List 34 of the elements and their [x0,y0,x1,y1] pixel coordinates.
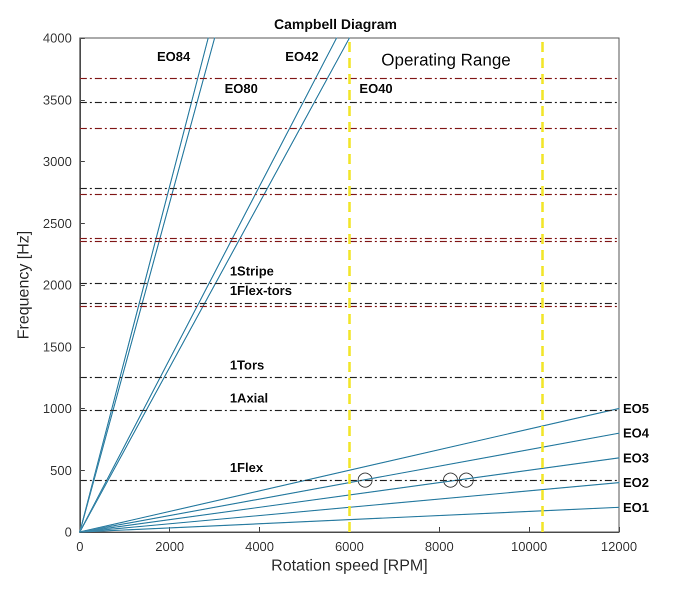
series-label: EO84 [156,49,191,64]
ref-line-label: 1Flex-tors [230,283,292,298]
y-tick-label: 500 [50,462,72,478]
y-tick-label: 0 [64,524,72,540]
ref-line-label: 1Tors [230,358,264,373]
x-tick-label: 4000 [245,539,274,554]
series-label: EO2 [623,475,650,490]
y-tick-label: 4000 [42,30,72,46]
y-tick-label: 2500 [42,216,72,231]
chart-title: Campbell Diagram [274,16,397,32]
annotation: Operating Range [381,50,511,70]
y-tick-label: 1500 [42,339,72,354]
y-tick-label: 2000 [42,278,72,292]
x-tick-label: 0 [76,539,84,554]
y-axis-title: Frequency [Hz] [16,230,32,340]
x-tick-label: 12000 [600,539,638,554]
x-tick-label: 10000 [511,539,548,554]
series-label: EO42 [285,49,319,64]
x-tick-label: 8000 [424,539,454,554]
series-label: EO1 [623,500,650,515]
y-tick-label: 3000 [42,154,72,169]
text: EO40 [359,81,393,96]
ref-line-label: 1Axial [230,390,268,406]
ref-line-label: 1Flex [230,460,264,476]
x-tick-label: 6000 [334,539,364,554]
y-tick-label: 3500 [42,92,72,108]
x-tick-label: 2000 [155,539,184,554]
series-label: EO5 [623,401,650,416]
series-label: EO4 [623,426,650,441]
x-axis-title: Rotation speed [RPM] [271,557,428,574]
series-label: EO3 [623,450,650,466]
y-tick-label: 1000 [42,401,72,416]
ref-line-label: 1Stripe [230,264,274,279]
series-label: EO80 [224,81,258,96]
